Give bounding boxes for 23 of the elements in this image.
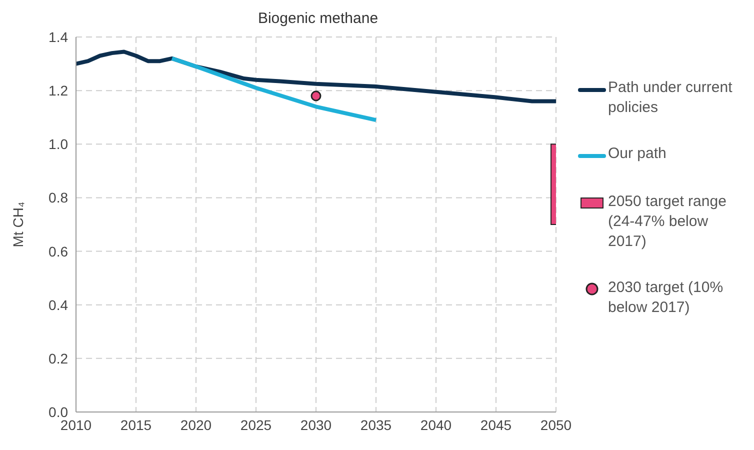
y-tick-label: 1.0: [48, 136, 68, 152]
line-series: [76, 50, 556, 104]
y-tick-label: 1.2: [48, 82, 68, 99]
y-tick-label: 1.4: [48, 28, 68, 45]
x-tick-label: 2020: [180, 416, 212, 433]
x-tick-label: 2015: [120, 416, 152, 433]
x-tick-label: 2040: [420, 416, 452, 433]
y-tick-label: 0.8: [48, 190, 68, 206]
x-tick-label: 2025: [240, 416, 272, 433]
x-tick-label: 2045: [480, 416, 512, 433]
x-tick-label: 2050: [540, 416, 572, 433]
x-tick-label: 2030: [300, 416, 332, 433]
legend-label: 2050 target range (24-47% below 2017): [608, 192, 728, 252]
legend-label: Our path: [608, 144, 668, 164]
y-tick-label: 0.4: [48, 296, 68, 313]
line-series: [170, 56, 378, 122]
chart-title: Biogenic methane: [256, 10, 380, 27]
y-axis-title: Mt CH₄: [10, 202, 26, 248]
legend-label: Path under current policies: [608, 78, 734, 118]
x-tick-label: 2035: [360, 416, 392, 433]
legend-label: 2030 target (10% below 2017): [608, 278, 724, 318]
y-tick-label: 0.2: [48, 350, 68, 366]
y-tick-label: 0.6: [48, 243, 68, 260]
